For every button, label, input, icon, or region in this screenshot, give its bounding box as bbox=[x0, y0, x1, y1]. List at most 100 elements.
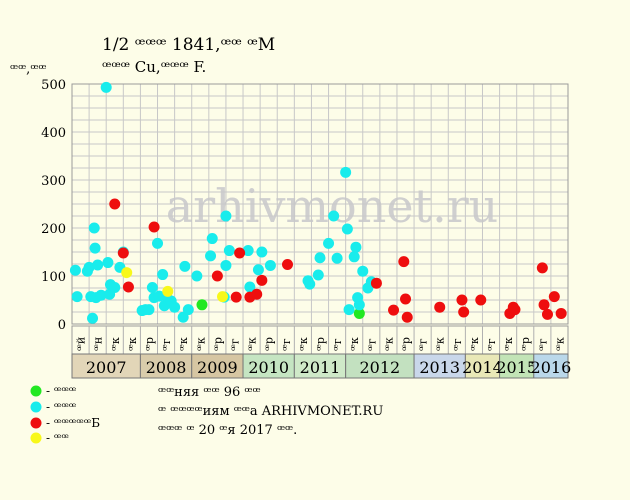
data-point bbox=[152, 237, 164, 249]
data-point bbox=[220, 210, 232, 222]
year-band bbox=[293, 353, 347, 379]
note-source: ꟹ ꟹꟹꟹꟹиям ꟹꟹа ARHIVMONET.RU bbox=[158, 404, 383, 419]
data-point bbox=[353, 307, 365, 319]
data-point bbox=[162, 285, 174, 297]
data-point bbox=[117, 247, 129, 259]
data-point bbox=[304, 278, 316, 290]
column-label: ꟹк bbox=[246, 337, 259, 351]
data-point bbox=[220, 259, 232, 271]
column-label: ꟹк bbox=[382, 337, 395, 351]
legend-label-yellow: - ꟹꟹ bbox=[46, 431, 69, 445]
data-point bbox=[256, 246, 268, 258]
column-label: ꟹк bbox=[109, 337, 122, 351]
data-point bbox=[538, 299, 550, 311]
column-label-strip bbox=[71, 325, 569, 355]
column-label: ꟹг bbox=[417, 338, 430, 351]
column-label: ꟹг bbox=[280, 338, 293, 351]
data-point bbox=[191, 270, 203, 282]
data-point bbox=[89, 242, 101, 254]
data-point bbox=[109, 198, 121, 210]
data-point bbox=[350, 241, 362, 253]
data-points bbox=[69, 81, 567, 324]
data-point bbox=[92, 259, 104, 271]
note-updated: ꟹꟹꟹ ꟹ 20 ꟹя 2017 ꟹꟹ. bbox=[158, 423, 297, 438]
legend-item-cyan: - ꟹꟹꟹ bbox=[30, 400, 77, 414]
year-label: 2013 bbox=[419, 358, 460, 377]
legend-label-red: - ꟹꟹꟹꟹꟹБ bbox=[46, 416, 100, 430]
data-point bbox=[400, 293, 412, 305]
data-point bbox=[205, 250, 217, 262]
year-label: 2011 bbox=[300, 358, 341, 377]
data-point bbox=[217, 291, 229, 303]
note-sales-count: ꟹꟹняя ꟹꟹ 96 ꟹꟹ bbox=[158, 385, 261, 400]
data-point bbox=[88, 222, 100, 234]
data-point bbox=[102, 257, 114, 269]
data-point bbox=[121, 267, 133, 279]
year-band bbox=[499, 353, 535, 379]
year-band bbox=[242, 353, 295, 379]
legend-marker-red bbox=[30, 417, 42, 429]
data-point bbox=[340, 166, 352, 178]
data-point bbox=[314, 252, 326, 264]
data-point bbox=[256, 274, 268, 286]
data-point bbox=[312, 269, 324, 281]
data-point bbox=[182, 304, 194, 316]
column-label: ꟹк bbox=[434, 337, 447, 351]
column-label: ꟹг bbox=[485, 338, 498, 351]
year-label: 2015 bbox=[496, 358, 537, 377]
column-label: ꟹр bbox=[400, 337, 413, 351]
data-point bbox=[146, 282, 158, 294]
y-axis-ticks: 0 100 200 300 400 500 bbox=[41, 78, 66, 333]
year-label: 2010 bbox=[248, 358, 289, 377]
column-label: ꟹк bbox=[194, 337, 207, 351]
data-point bbox=[244, 281, 256, 293]
data-point bbox=[328, 210, 340, 222]
column-label: ꟹр bbox=[143, 337, 156, 351]
data-point bbox=[251, 288, 263, 300]
y-tick-label: 0 bbox=[58, 318, 66, 333]
y-tick-label: 300 bbox=[41, 174, 66, 189]
year-band bbox=[139, 353, 193, 379]
column-label: ꟹр bbox=[263, 337, 276, 351]
data-point bbox=[353, 299, 365, 311]
data-point bbox=[509, 304, 521, 316]
data-point bbox=[83, 261, 95, 273]
data-point bbox=[122, 281, 134, 293]
column-label: ꟹк bbox=[502, 337, 515, 351]
data-point bbox=[157, 269, 169, 281]
column-label: ꟹг bbox=[536, 338, 549, 351]
legend-marker-cyan bbox=[30, 401, 42, 413]
data-point bbox=[536, 262, 548, 274]
year-label: 2008 bbox=[146, 358, 187, 377]
data-point bbox=[234, 247, 246, 259]
legend-marker-green bbox=[30, 385, 42, 397]
data-point bbox=[196, 299, 208, 311]
legend-item-yellow: - ꟹꟹ bbox=[30, 431, 69, 445]
y-axis-unit: ꟹꟹ,ꟹꟹ bbox=[10, 62, 47, 77]
data-point bbox=[242, 245, 254, 257]
data-point bbox=[169, 301, 181, 313]
column-label: ꟹг bbox=[451, 338, 464, 351]
data-point bbox=[323, 237, 335, 249]
data-point bbox=[341, 223, 353, 235]
year-label: 2012 bbox=[360, 358, 401, 377]
year-label: 2009 bbox=[197, 358, 238, 377]
data-point bbox=[148, 221, 160, 233]
data-point bbox=[398, 256, 410, 268]
column-label: ꟹр bbox=[211, 337, 224, 351]
data-point bbox=[348, 251, 360, 263]
column-label: ꟹк bbox=[348, 337, 361, 351]
column-label: ꟹг bbox=[365, 338, 378, 351]
column-label: ꟹк bbox=[553, 337, 566, 351]
legend: - ꟹꟹꟹ - ꟹꟹꟹ - ꟹꟹꟹꟹꟹБ - ꟹꟹ bbox=[30, 384, 100, 445]
legend-item-red: - ꟹꟹꟹꟹꟹБ bbox=[30, 416, 100, 430]
watermark: arhivmonet.ru bbox=[166, 179, 499, 233]
column-label: ꟹй bbox=[75, 337, 88, 351]
year-label: 2007 bbox=[86, 358, 127, 377]
data-point bbox=[206, 233, 218, 245]
year-band bbox=[413, 353, 466, 379]
chart-title: 1/2 ꟹꟹꟹ 1841,ꟹꟹ ꟹМ bbox=[102, 35, 275, 55]
column-labels: ꟹй ꟹн ꟹк ꟹк ꟹр ꟹг ꟹк ꟹк ꟹр ꟹг ꟹк ꟹр ꟹг ꟹк ꟹр ꟹг ꟹк ꟹг ꟹк ꟹр… bbox=[71, 325, 569, 355]
column-label: ꟹк bbox=[468, 337, 481, 351]
